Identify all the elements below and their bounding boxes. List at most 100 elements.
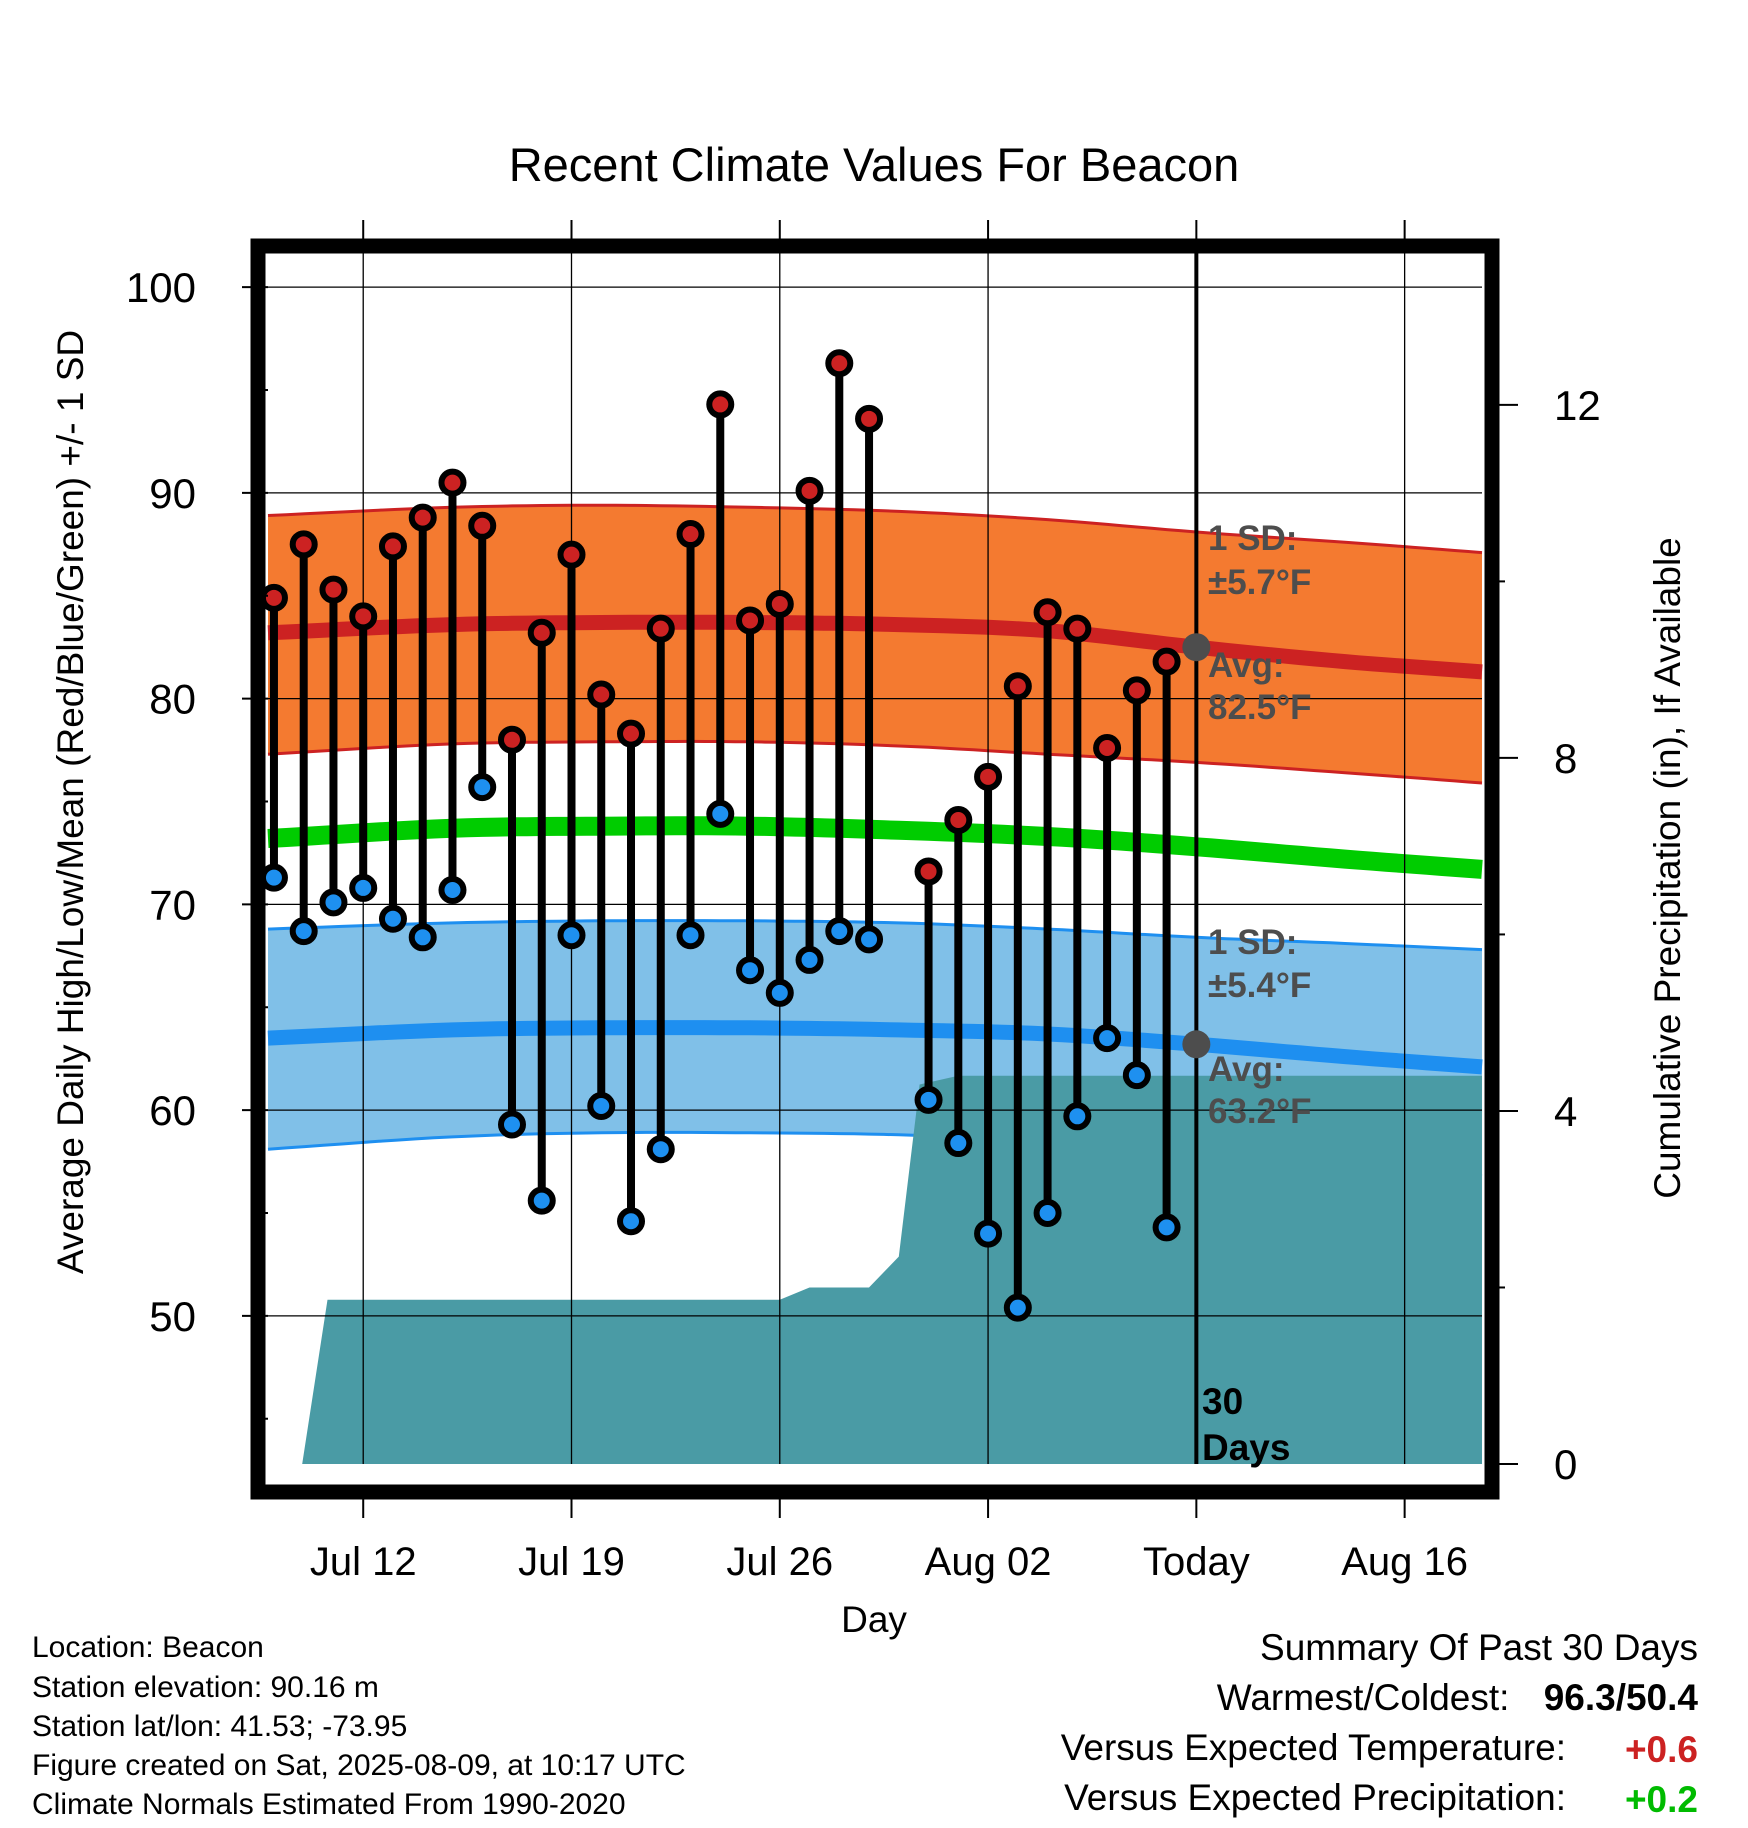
- high-upper-edge: [267, 503, 1483, 555]
- daily-high-point: [1093, 734, 1122, 763]
- precip-comparison-value: +0.2: [1625, 1779, 1698, 1820]
- daily-low-point: [557, 921, 586, 950]
- daily-low-point: [914, 1085, 943, 1114]
- daily-low-point: [289, 917, 318, 946]
- daily-high-point: [468, 511, 497, 540]
- summary-heading: Summary Of Past 30 Days: [1260, 1627, 1698, 1668]
- daily-low-point: [617, 1207, 646, 1236]
- high-avg-label: Avg:: [1208, 646, 1284, 685]
- daily-high-point: [378, 532, 407, 561]
- plot-frame: [250, 238, 1500, 1500]
- daily-low-point: [795, 945, 824, 974]
- y2-tick-label: 8: [1554, 735, 1577, 782]
- low-avg-value: 63.2°F: [1208, 1092, 1312, 1131]
- normal-low-line: [267, 1020, 1483, 1075]
- daily-high-point: [349, 602, 378, 631]
- daily-high-point: [974, 762, 1003, 791]
- daily-low-point: [527, 1186, 556, 1215]
- daily-high-point: [795, 476, 824, 505]
- daily-high-point: [914, 857, 943, 886]
- y2-tick-label: 0: [1554, 1441, 1577, 1488]
- daily-low-point: [497, 1110, 526, 1139]
- daily-high-point: [736, 606, 765, 635]
- x-axis-label: Day: [841, 1599, 907, 1640]
- y-tick-label: 70: [149, 881, 196, 928]
- daily-low-point: [1033, 1198, 1062, 1227]
- daily-high-point: [259, 583, 288, 612]
- x-tick-label: Today: [1143, 1540, 1250, 1584]
- low-avg-label: Avg:: [1208, 1050, 1284, 1089]
- y-tick-label: 100: [126, 264, 196, 311]
- daily-low-point: [676, 921, 705, 950]
- temp-comparison-value: +0.6: [1625, 1729, 1698, 1770]
- daily-low-point: [646, 1135, 675, 1164]
- station-elevation: Station elevation: 90.16 m: [32, 1671, 379, 1704]
- daily-low-point: [1122, 1061, 1151, 1090]
- daily-high-point: [646, 614, 675, 643]
- low-sd-value: ±5.4°F: [1208, 966, 1311, 1005]
- precip-layer: [302, 1075, 1483, 1464]
- low-upper-edge: [267, 919, 1483, 952]
- normal-mean-line: [267, 816, 1483, 879]
- daily-high-point: [1152, 647, 1181, 676]
- daily-high-point: [617, 719, 646, 748]
- x-tick-label: Jul 19: [518, 1540, 625, 1584]
- daily-high-point: [1003, 672, 1032, 701]
- y2-tick-label: 4: [1554, 1088, 1577, 1135]
- warmest-coldest-row: Warmest/Coldest: 96.3/50.4: [1217, 1677, 1699, 1718]
- today-avg-high-marker: [1182, 633, 1211, 662]
- daily-high-point: [1063, 614, 1092, 643]
- daily-high-point: [765, 589, 794, 618]
- daily-stems-layer: [259, 349, 1181, 1322]
- daily-high-point: [319, 575, 348, 604]
- daily-high-point: [527, 618, 556, 647]
- window-unit: Days: [1202, 1427, 1290, 1468]
- daily-low-point: [974, 1219, 1003, 1248]
- station-latlon: Station lat/lon: 41.53; -73.95: [32, 1710, 407, 1743]
- x-tick-label: Jul 26: [726, 1540, 833, 1584]
- y2-axis-label: Cumulative Precipitation (in), If Availa…: [1647, 537, 1688, 1199]
- daily-low-point: [765, 978, 794, 1007]
- x-tick-label: Aug 16: [1341, 1540, 1468, 1584]
- daily-low-point: [468, 773, 497, 802]
- daily-high-point: [438, 468, 467, 497]
- daily-low-point: [408, 923, 437, 952]
- climate-normals-period: Climate Normals Estimated From 1990-2020: [32, 1788, 626, 1821]
- frame-layer: [250, 238, 1500, 1500]
- daily-low-point: [349, 873, 378, 902]
- x-tick-label: Aug 02: [925, 1540, 1052, 1584]
- summary-panel: Summary Of Past 30 Days Warmest/Coldest:…: [1061, 1627, 1699, 1820]
- daily-high-point: [289, 530, 318, 559]
- daily-high-point: [855, 404, 884, 433]
- daily-high-point: [825, 349, 854, 378]
- warmest-coldest-label: Warmest/Coldest:: [1217, 1677, 1510, 1718]
- station-location: Location: Beacon: [32, 1631, 264, 1664]
- window-number: 30: [1202, 1381, 1243, 1422]
- precip-comparison-label: Versus Expected Precipitation:: [1064, 1777, 1566, 1818]
- y-tick-label: 50: [149, 1293, 196, 1340]
- daily-low-point: [1003, 1293, 1032, 1322]
- today-avg-low-marker: [1182, 1030, 1211, 1059]
- high-sd-label: 1 SD:: [1208, 519, 1297, 558]
- x-tick-label: Jul 12: [310, 1540, 417, 1584]
- daily-low-point: [855, 925, 884, 954]
- high-sd-value: ±5.7°F: [1208, 563, 1311, 602]
- warmest-value: 96.3: [1544, 1677, 1616, 1718]
- daily-high-point: [944, 806, 973, 835]
- daily-low-point: [1152, 1213, 1181, 1242]
- daily-high-point: [557, 540, 586, 569]
- coldest-value: 50.4: [1626, 1677, 1698, 1718]
- daily-low-point: [736, 956, 765, 985]
- daily-high-point: [497, 725, 526, 754]
- station-info: Location: Beacon Station elevation: 90.1…: [32, 1631, 686, 1821]
- daily-high-point: [706, 390, 735, 419]
- daily-high-point: [1033, 598, 1062, 627]
- daily-low-point: [587, 1092, 616, 1121]
- y-tick-label: 80: [149, 676, 196, 723]
- daily-high-point: [408, 503, 437, 532]
- chart-title: Recent Climate Values For Beacon: [509, 138, 1240, 191]
- daily-low-point: [259, 863, 288, 892]
- high-avg-value: 82.5°F: [1208, 688, 1312, 727]
